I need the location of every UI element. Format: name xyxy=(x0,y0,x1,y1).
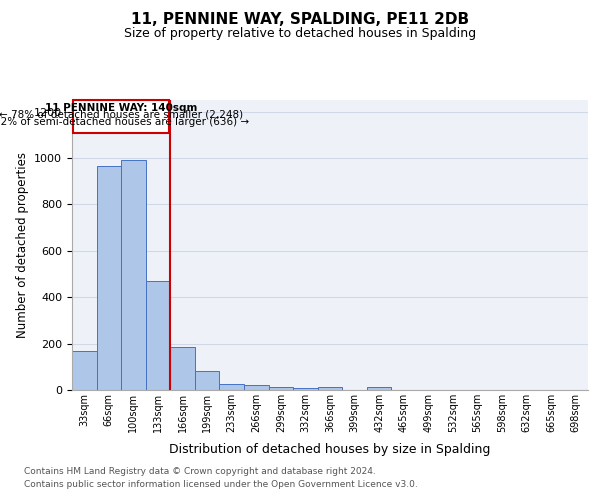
Y-axis label: Number of detached properties: Number of detached properties xyxy=(16,152,29,338)
Text: Contains HM Land Registry data © Crown copyright and database right 2024.: Contains HM Land Registry data © Crown c… xyxy=(24,467,376,476)
Bar xyxy=(293,388,318,390)
Text: 11, PENNINE WAY, SPALDING, PE11 2DB: 11, PENNINE WAY, SPALDING, PE11 2DB xyxy=(131,12,469,28)
Text: Distribution of detached houses by size in Spalding: Distribution of detached houses by size … xyxy=(169,442,491,456)
FancyBboxPatch shape xyxy=(73,100,169,133)
Bar xyxy=(220,384,244,390)
Bar xyxy=(195,372,220,390)
Bar xyxy=(269,386,293,390)
Text: Size of property relative to detached houses in Spalding: Size of property relative to detached ho… xyxy=(124,28,476,40)
Text: ← 78% of detached houses are smaller (2,248): ← 78% of detached houses are smaller (2,… xyxy=(0,110,243,120)
Bar xyxy=(318,387,342,390)
Text: 11 PENNINE WAY: 140sqm: 11 PENNINE WAY: 140sqm xyxy=(45,103,197,113)
Bar xyxy=(97,166,121,390)
Text: Contains public sector information licensed under the Open Government Licence v3: Contains public sector information licen… xyxy=(24,480,418,489)
Bar xyxy=(244,386,269,390)
Bar xyxy=(367,387,391,390)
Bar xyxy=(121,160,146,390)
Bar xyxy=(72,350,97,390)
Text: 22% of semi-detached houses are larger (636) →: 22% of semi-detached houses are larger (… xyxy=(0,116,249,126)
Bar xyxy=(170,347,195,390)
Bar xyxy=(146,282,170,390)
